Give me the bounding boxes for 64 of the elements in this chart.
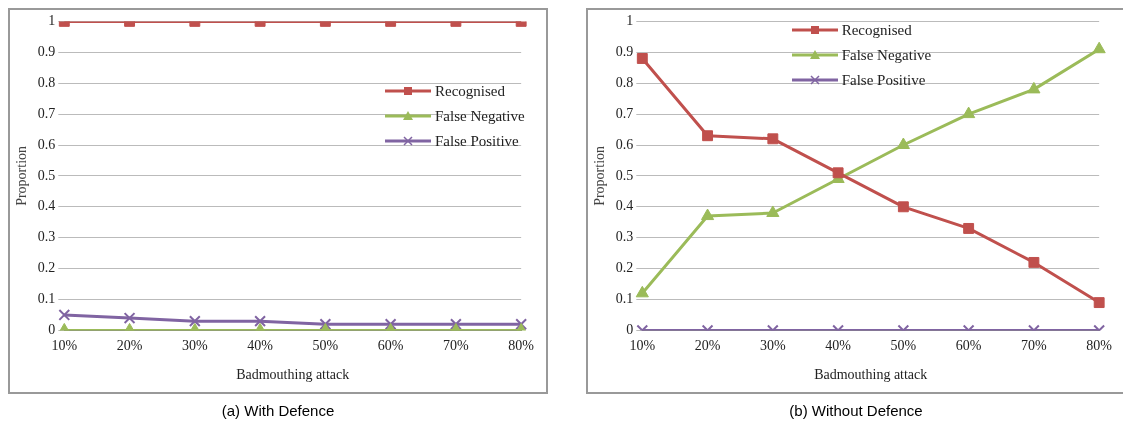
x-tick-label: 20%	[116, 338, 143, 354]
point	[702, 130, 714, 142]
x-tick-label: 80%	[508, 338, 535, 354]
legend-label: False Negative	[841, 46, 932, 64]
text: (b) Without Defence	[789, 402, 923, 419]
y-tick-label: 0.8	[615, 74, 634, 90]
legend-label: False Positive	[841, 71, 926, 89]
x-tick-label: 40%	[825, 338, 852, 354]
x-tick-label: 30%	[182, 338, 208, 354]
y-tick-label: 0.4	[37, 198, 56, 214]
point	[963, 222, 975, 234]
point	[1028, 256, 1040, 268]
y-tick-label: 0.9	[37, 43, 56, 59]
x-tick-label: 50%	[890, 338, 917, 354]
point	[896, 137, 910, 149]
point	[1027, 81, 1041, 94]
legend-label: False Negative	[435, 107, 525, 125]
y-tick-label: 0.2	[37, 260, 56, 276]
y-tick-label: 0.5	[37, 167, 56, 183]
x-tick-label: 70%	[1021, 338, 1048, 354]
legend-label: Recognised	[841, 21, 912, 39]
y-tick-label: 1	[48, 13, 56, 29]
y-tick-label: 0.7	[37, 105, 56, 121]
y-tick-label: 0.6	[37, 136, 56, 152]
legend-label: Recognised	[435, 82, 505, 100]
point	[767, 133, 779, 145]
x-tick-label: 50%	[312, 338, 339, 354]
point	[1092, 41, 1106, 54]
y-tick-label: 0.5	[615, 167, 634, 183]
y-tick-label: 0.9	[615, 43, 634, 59]
y-tick-label: 1	[626, 13, 634, 29]
point	[766, 205, 780, 217]
y-tick-label: 0.1	[37, 291, 56, 307]
point	[701, 208, 715, 221]
point	[897, 201, 909, 213]
x-tick-label: 60%	[955, 338, 982, 354]
y-tick-label: 0.6	[615, 136, 634, 152]
y-tick-label: 0.8	[37, 74, 56, 90]
y-tick-label: 0	[626, 322, 634, 338]
x-axis-title: Badmouthing attack	[814, 367, 928, 383]
x-tick-label: 30%	[760, 338, 786, 354]
point	[635, 285, 649, 298]
x-axis-title: Badmouthing attack	[236, 367, 350, 383]
y-tick-label: 0.1	[615, 291, 634, 307]
x-tick-label: 20%	[694, 338, 721, 354]
point	[962, 106, 976, 119]
point	[832, 167, 844, 179]
point	[636, 53, 648, 64]
legend-label: False Positive	[435, 132, 519, 150]
y-tick-label: 0.2	[615, 260, 634, 276]
y-tick-label: 0.7	[615, 105, 634, 121]
x-tick-label: 60%	[377, 338, 404, 354]
x-tick-label: 10%	[51, 338, 78, 354]
y-tick-label: 0.3	[615, 229, 634, 245]
x-tick-label: 70%	[443, 338, 470, 354]
y-tick-label: 0.3	[37, 229, 56, 245]
y-axis-title: Proportion	[14, 145, 30, 206]
x-tick-label: 40%	[247, 338, 274, 354]
y-tick-label: 0.4	[615, 198, 634, 214]
text: (a) With Defence	[221, 402, 335, 419]
x-tick-label: 10%	[629, 338, 656, 354]
x-tick-label: 80%	[1086, 338, 1113, 354]
y-tick-label: 0	[48, 322, 56, 338]
y-axis-title: Proportion	[592, 145, 608, 206]
